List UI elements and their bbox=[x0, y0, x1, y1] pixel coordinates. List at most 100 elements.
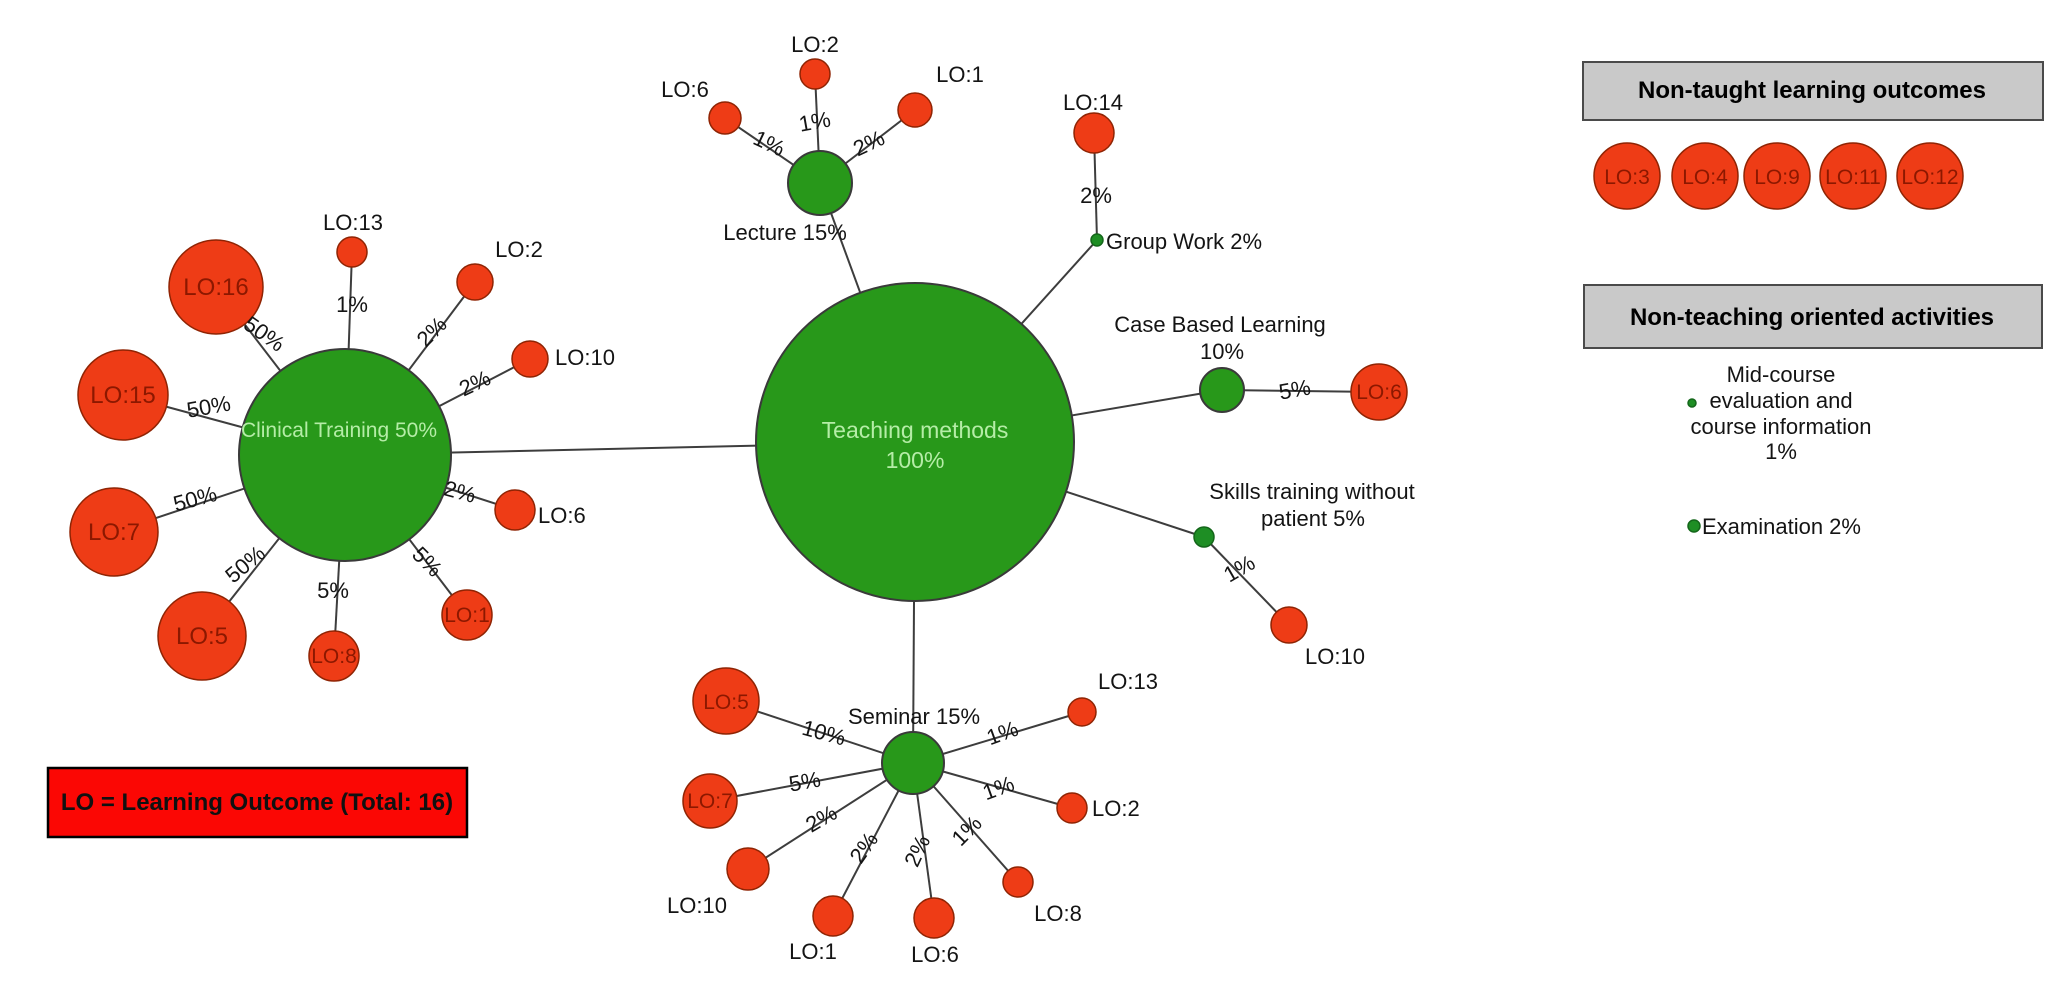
node-seminar bbox=[881, 731, 945, 795]
pct-clinical-lo13: 1% bbox=[336, 292, 368, 317]
node-midcourse-evaluation bbox=[1687, 398, 1697, 408]
node-seminar-lo1 bbox=[812, 895, 854, 937]
non-taught-lo9-label: LO:9 bbox=[1754, 166, 1800, 189]
midcourse-label-line3: course information bbox=[1691, 414, 1872, 439]
node-clinical-lo8 bbox=[308, 630, 360, 682]
non-taught-lo4-label: LO:4 bbox=[1682, 166, 1728, 189]
edge-seminar-lo7 bbox=[709, 762, 914, 802]
skills-label-line1: Skills training without bbox=[1209, 479, 1414, 504]
pct-clinical-lo8: 5% bbox=[317, 578, 349, 603]
node-clinical-lo13 bbox=[336, 236, 368, 268]
node-teaching-methods bbox=[755, 282, 1075, 602]
node-clinical-lo1 bbox=[441, 589, 493, 641]
clinical-lo15-label: LO:15 bbox=[90, 382, 155, 409]
clinical-lo16-label: LO:16 bbox=[183, 274, 248, 301]
node-lecture bbox=[787, 150, 853, 216]
clinical-lo5-label: LO:5 bbox=[176, 623, 228, 650]
clinical-lo13-outer-label: LO:13 bbox=[323, 210, 383, 235]
pct-clinical-lo6: 2% bbox=[441, 476, 478, 508]
legend-text: LO = Learning Outcome (Total: 16) bbox=[61, 789, 453, 816]
node-group-work-lo14 bbox=[1073, 112, 1115, 154]
pct-seminar-lo1: 2% bbox=[844, 828, 883, 868]
node-non-taught-lo4 bbox=[1671, 142, 1739, 210]
node-seminar-lo2 bbox=[1056, 792, 1088, 824]
node-lecture-lo1 bbox=[897, 92, 933, 128]
non-teaching-header-box bbox=[1583, 284, 2043, 349]
pct-lecture-lo6: 1% bbox=[749, 125, 788, 161]
edge-seminar-lo10 bbox=[747, 762, 914, 870]
case-based-label-line1: Case Based Learning bbox=[1114, 312, 1326, 337]
clinical-lo8-label: LO:8 bbox=[311, 645, 357, 668]
legend: LO = Learning Outcome (Total: 16) bbox=[46, 766, 469, 839]
node-seminar-lo13 bbox=[1067, 697, 1097, 727]
legend-box bbox=[46, 766, 469, 839]
seminar-lo6-outer-label: LO:6 bbox=[911, 942, 959, 967]
lecture-lo6-outer-label: LO:6 bbox=[661, 77, 709, 102]
seminar-lo13-outer-label: LO:13 bbox=[1098, 669, 1158, 694]
lecture-label: Lecture 15% bbox=[723, 220, 847, 245]
node-lecture-lo6 bbox=[708, 101, 742, 135]
node-seminar-lo5 bbox=[692, 667, 760, 735]
clinical-training-label: Clinical Training 50% bbox=[241, 419, 437, 442]
outcome-nodes bbox=[69, 58, 1408, 939]
node-clinical-lo7 bbox=[69, 487, 159, 577]
pct-seminar-lo8: 1% bbox=[947, 811, 987, 851]
node-seminar-lo6 bbox=[913, 897, 955, 939]
right-panel: Non-taught learning outcomes LO:3 LO:4 L… bbox=[1582, 61, 2044, 539]
seminar-lo10-outer-label: LO:10 bbox=[667, 893, 727, 918]
node-inner-labels: Teaching methods 100% Clinical Training … bbox=[88, 274, 1402, 813]
node-skills-lo10 bbox=[1270, 606, 1308, 644]
node-clinical-lo6 bbox=[494, 489, 536, 531]
node-group-work bbox=[1090, 233, 1104, 247]
seminar-lo1-outer-label: LO:1 bbox=[789, 939, 837, 964]
node-seminar-lo7 bbox=[682, 773, 738, 829]
node-non-taught-lo11 bbox=[1819, 142, 1887, 210]
pct-seminar-lo6: 2% bbox=[899, 831, 935, 870]
node-non-taught-lo3 bbox=[1593, 142, 1661, 210]
case-based-lo6-label: LO:6 bbox=[1356, 381, 1402, 404]
seminar-lo2-outer-label: LO:2 bbox=[1092, 796, 1140, 821]
midcourse-label-line4: 1% bbox=[1765, 439, 1797, 464]
pct-seminar-lo2: 1% bbox=[979, 771, 1017, 805]
node-skills-training bbox=[1193, 526, 1215, 548]
clinical-lo6-outer-label: LO:6 bbox=[538, 503, 586, 528]
node-case-based-learning bbox=[1199, 367, 1245, 413]
midcourse-label-line1: Mid-course bbox=[1727, 362, 1836, 387]
method-nodes bbox=[238, 150, 1245, 795]
skills-label-line2: patient 5% bbox=[1261, 506, 1365, 531]
node-clinical-lo10 bbox=[511, 340, 549, 378]
edge-skills-lo10 bbox=[1203, 536, 1290, 626]
node-outer-labels: LO:6 LO:2 LO:1 Lecture 15% LO:14 Group W… bbox=[323, 32, 1415, 967]
node-examination bbox=[1687, 519, 1701, 533]
seminar-lo8-outer-label: LO:8 bbox=[1034, 901, 1082, 926]
node-non-taught-lo9 bbox=[1743, 142, 1811, 210]
pct-group-work-lo14: 2% bbox=[1080, 183, 1112, 208]
clinical-lo7-label: LO:7 bbox=[88, 519, 140, 546]
midcourse-label-line2: evaluation and bbox=[1709, 388, 1852, 413]
non-teaching-header-text: Non-teaching oriented activities bbox=[1630, 304, 1994, 331]
pct-seminar-lo5: 10% bbox=[799, 715, 848, 751]
group-work-lo14-outer-label: LO:14 bbox=[1063, 90, 1123, 115]
lecture-lo1-outer-label: LO:1 bbox=[936, 62, 984, 87]
non-taught-lo12-label: LO:12 bbox=[1901, 166, 1958, 189]
clinical-lo2-outer-label: LO:2 bbox=[495, 237, 543, 262]
pct-case-based-lo6: 5% bbox=[1277, 375, 1313, 405]
pct-clinical-lo7: 50% bbox=[171, 481, 220, 517]
node-clinical-lo16 bbox=[168, 239, 264, 335]
pct-clinical-lo1: 5% bbox=[407, 542, 447, 582]
teaching-methods-label-line1: Teaching methods bbox=[822, 417, 1009, 443]
pct-seminar-lo13: 1% bbox=[983, 716, 1021, 750]
teaching-methods-label-line2: 100% bbox=[886, 447, 945, 473]
non-taught-lo11-label: LO:11 bbox=[1825, 166, 1881, 189]
seminar-label: Seminar 15% bbox=[848, 704, 980, 729]
non-taught-header-text: Non-taught learning outcomes bbox=[1638, 77, 1986, 104]
pct-skills-lo10: 1% bbox=[1219, 550, 1259, 588]
non-taught-header-box bbox=[1582, 61, 2044, 121]
group-work-label: Group Work 2% bbox=[1106, 229, 1262, 254]
seminar-lo7-label: LO:7 bbox=[687, 790, 733, 813]
clinical-lo10-outer-label: LO:10 bbox=[555, 345, 615, 370]
node-clinical-lo15 bbox=[77, 349, 169, 441]
node-clinical-lo5 bbox=[157, 591, 247, 681]
pct-clinical-lo2: 2% bbox=[412, 312, 452, 352]
